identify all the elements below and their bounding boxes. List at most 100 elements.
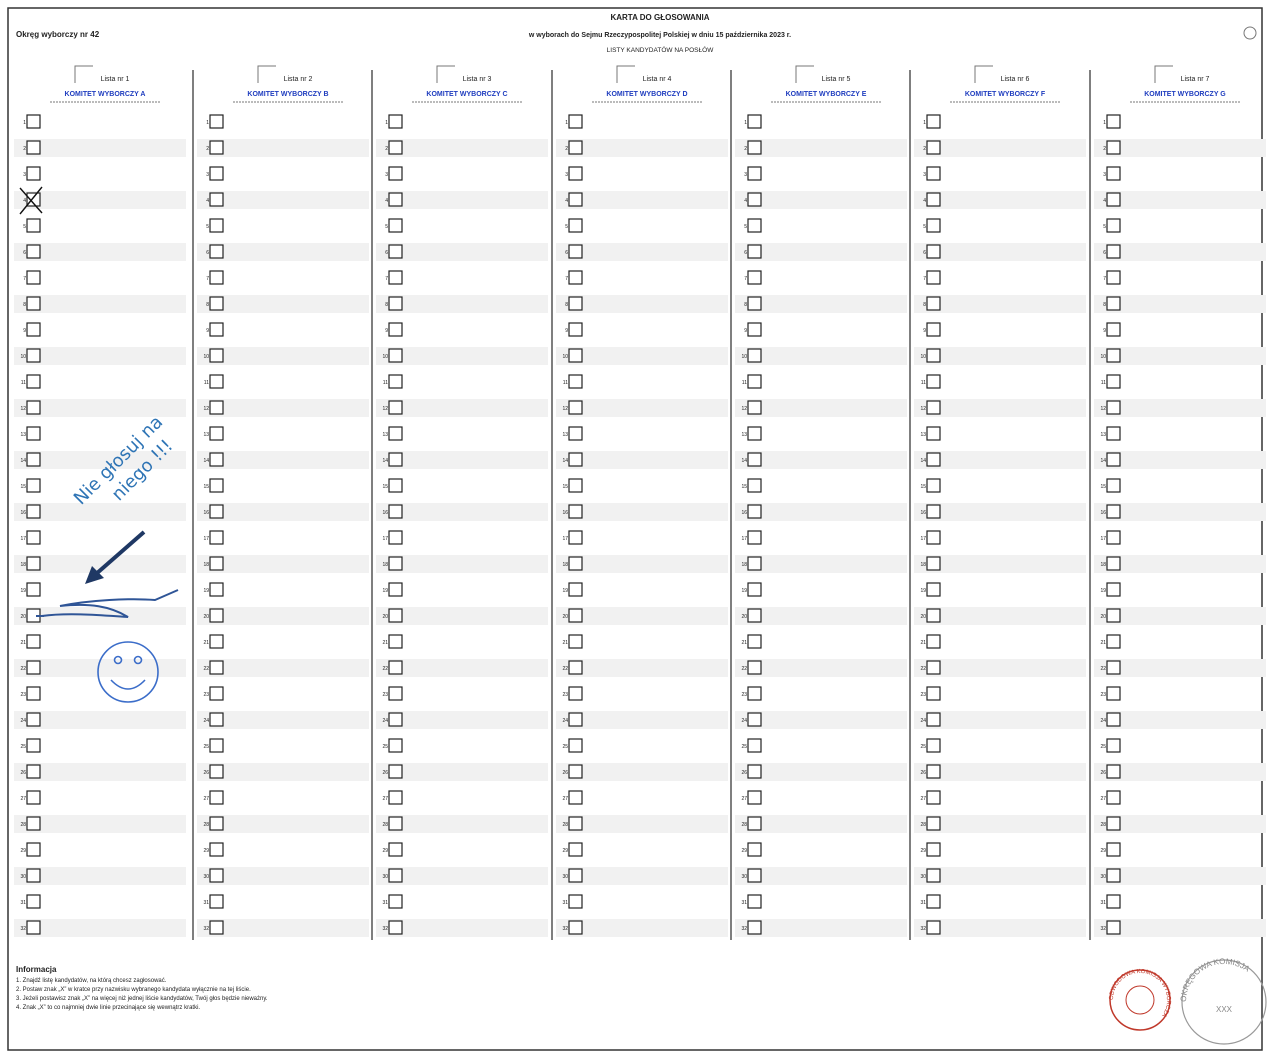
candidate-number: 5 [923, 224, 926, 230]
candidate-number: 27 [382, 796, 388, 802]
candidate-box [210, 453, 223, 466]
candidate-box [1107, 271, 1120, 284]
candidate-box [389, 713, 402, 726]
candidate-number: 24 [741, 718, 747, 724]
candidate-box [569, 115, 582, 128]
candidate-box [1107, 583, 1120, 596]
candidate-number: 22 [920, 666, 926, 672]
candidate-number: 14 [562, 458, 568, 464]
candidate-number: 9 [565, 328, 568, 334]
candidate-box [1107, 869, 1120, 882]
candidate-number: 26 [382, 770, 388, 776]
committee-name: KOMITET WYBORCZY D [606, 91, 687, 98]
candidate-number: 25 [1100, 744, 1106, 750]
candidate-box [27, 115, 40, 128]
candidate-box [569, 453, 582, 466]
candidate-number: 1 [1103, 120, 1106, 126]
candidate-number: 28 [20, 822, 26, 828]
candidate-number: 3 [1103, 172, 1106, 178]
candidate-number: 11 [21, 380, 26, 386]
candidate-number: 5 [206, 224, 209, 230]
candidate-box [569, 141, 582, 154]
candidate-box [569, 609, 582, 622]
candidate-box [1107, 167, 1120, 180]
candidate-number: 29 [1100, 848, 1106, 854]
candidate-number: 30 [1100, 874, 1106, 880]
candidate-box [389, 453, 402, 466]
committee-name: KOMITET WYBORCZY A [65, 91, 146, 98]
candidate-number: 27 [1100, 796, 1106, 802]
candidate-number: 14 [20, 458, 26, 464]
candidate-box [1107, 609, 1120, 622]
candidate-box [748, 713, 761, 726]
candidate-box [1107, 791, 1120, 804]
candidate-number: 3 [565, 172, 568, 178]
candidate-number: 19 [920, 588, 926, 594]
candidate-number: 2 [565, 146, 568, 152]
candidate-number: 15 [920, 484, 926, 490]
candidate-number: 2 [206, 146, 209, 152]
candidate-box [748, 141, 761, 154]
candidate-box [748, 453, 761, 466]
candidate-box [927, 895, 940, 908]
candidate-box [748, 245, 761, 258]
candidate-box [748, 401, 761, 414]
candidate-number: 9 [385, 328, 388, 334]
candidate-number: 17 [562, 536, 568, 542]
candidate-box [569, 843, 582, 856]
candidate-box [927, 479, 940, 492]
candidate-box [210, 479, 223, 492]
district: Okręg wyborczy nr 42 [16, 30, 100, 39]
candidate-box [569, 167, 582, 180]
candidate-number: 17 [20, 536, 26, 542]
candidate-box [389, 661, 402, 674]
candidate-number: 16 [741, 510, 747, 516]
candidate-box [27, 921, 40, 934]
candidate-number: 11 [921, 380, 926, 386]
candidate-box [27, 843, 40, 856]
candidate-number: 9 [206, 328, 209, 334]
candidate-box [748, 167, 761, 180]
candidate-number: 20 [562, 614, 568, 620]
candidate-number: 8 [23, 302, 26, 308]
candidate-box [569, 271, 582, 284]
candidate-number: 2 [385, 146, 388, 152]
candidate-box [389, 609, 402, 622]
candidate-number: 10 [1100, 354, 1106, 360]
candidate-box [569, 869, 582, 882]
candidate-box [210, 141, 223, 154]
candidate-box [1107, 401, 1120, 414]
candidate-box [27, 531, 40, 544]
candidate-number: 4 [565, 198, 568, 204]
candidate-number: 29 [203, 848, 209, 854]
candidate-box [389, 193, 402, 206]
candidate-number: 25 [920, 744, 926, 750]
candidate-box [927, 635, 940, 648]
candidate-number: 18 [920, 562, 926, 568]
candidate-box [748, 505, 761, 518]
candidate-box [27, 167, 40, 180]
candidate-number: 12 [203, 406, 209, 412]
candidate-box [569, 765, 582, 778]
candidate-number: 16 [920, 510, 926, 516]
candidate-box [389, 479, 402, 492]
candidate-number: 5 [385, 224, 388, 230]
candidate-number: 2 [1103, 146, 1106, 152]
candidate-number: 21 [1100, 640, 1106, 646]
candidate-number: 31 [1100, 900, 1106, 906]
candidate-number: 20 [741, 614, 747, 620]
ballot-border [8, 8, 1262, 1050]
info-line: 2. Postaw znak „X” w kratce przy nazwisk… [16, 987, 251, 993]
candidate-box [1107, 141, 1120, 154]
candidate-number: 1 [923, 120, 926, 126]
candidate-box [927, 583, 940, 596]
candidate-box [27, 687, 40, 700]
candidate-number: 18 [20, 562, 26, 568]
candidate-box [27, 505, 40, 518]
candidate-number: 7 [565, 276, 568, 282]
candidate-box [389, 687, 402, 700]
corner-mark [1244, 27, 1256, 39]
candidate-number: 24 [382, 718, 388, 724]
candidate-box [27, 765, 40, 778]
candidate-number: 28 [562, 822, 568, 828]
